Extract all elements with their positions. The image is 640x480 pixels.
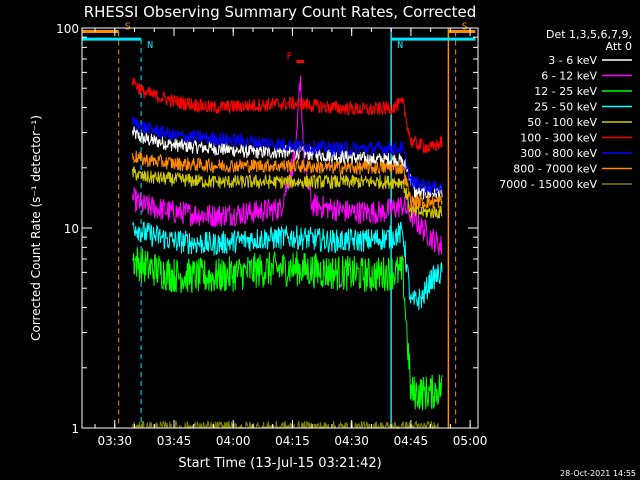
x-tick-label: 03:45	[157, 434, 192, 448]
y-tick-label: 10	[64, 222, 79, 236]
legend-entry-label: 50 - 100 keV	[527, 116, 597, 129]
legend-entry-label: 3 - 6 keV	[548, 54, 597, 67]
series-line	[132, 77, 443, 154]
chart-title: RHESSI Observing Summary Count Rates, Co…	[84, 3, 477, 21]
legend-entry-label: 7000 - 15000 keV	[499, 178, 597, 191]
legend-header: Det 1,3,5,6,7,9,	[546, 28, 632, 41]
x-axis-label: Start Time (13-Jul-15 03:21:42)	[178, 456, 381, 471]
x-tick-label: 04:15	[275, 434, 310, 448]
x-tick-label: 05:00	[453, 434, 488, 448]
flag-label: S	[462, 22, 468, 33]
legend-entry-label: 6 - 12 keV	[541, 70, 597, 83]
flag-layer: S S N N F	[82, 22, 476, 428]
legend: Det 1,3,5,6,7,9,Att 0 3 - 6 keV 6 - 12 keV…	[499, 28, 632, 191]
flag-label: F	[286, 51, 292, 62]
x-tick-label: 04:00	[216, 434, 251, 448]
series-line	[132, 221, 443, 311]
legend-entry-label: 12 - 25 keV	[534, 85, 597, 98]
series-line	[132, 247, 443, 411]
generation-timestamp: 28-Oct-2021 14:55	[560, 469, 636, 478]
y-tick-label: 1	[71, 422, 79, 436]
series-line	[132, 150, 443, 210]
series-line	[132, 166, 443, 219]
flag-label: N	[147, 40, 153, 51]
series-line	[132, 126, 443, 200]
legend-entry-label: 25 - 50 keV	[534, 101, 597, 114]
flag-label: S	[125, 22, 131, 33]
series-line	[132, 115, 443, 194]
legend-entry-label: 800 - 7000 keV	[513, 163, 597, 176]
y-axis-label: Corrected Count Rate (s⁻¹ detector⁻¹)	[29, 115, 43, 341]
axes-layer: 1 10 100 03:30 03:45 04:00 04:15 04:30 04:45 05:0…	[56, 22, 487, 448]
x-tick-label: 04:30	[334, 434, 369, 448]
x-tick-label: 04:45	[394, 434, 429, 448]
legend-entry-label: 100 - 300 keV	[520, 132, 597, 145]
legend-header: Att 0	[606, 40, 632, 53]
legend-entry-label: 300 - 800 keV	[520, 147, 597, 160]
x-tick-label: 03:30	[97, 434, 132, 448]
y-tick-label: 100	[56, 22, 79, 36]
flag-label: N	[397, 40, 403, 51]
